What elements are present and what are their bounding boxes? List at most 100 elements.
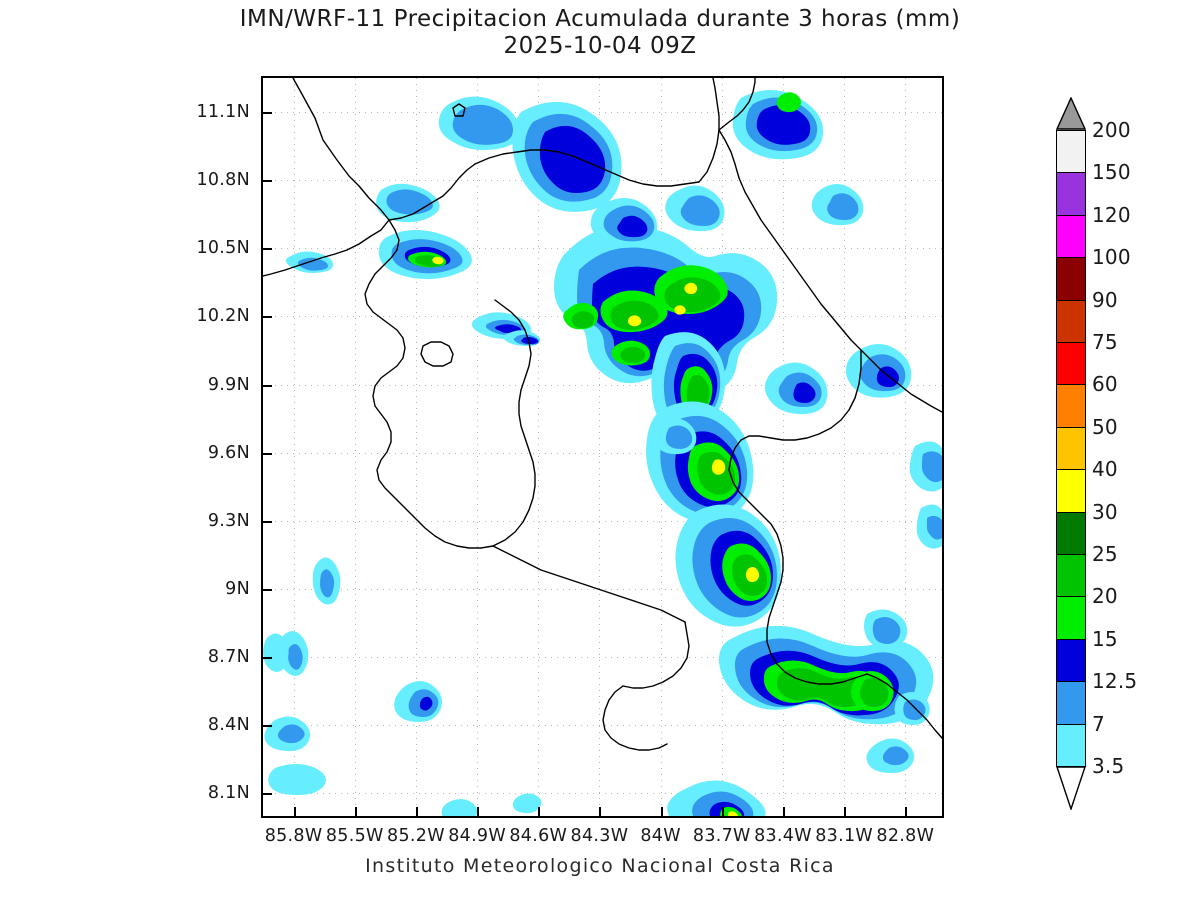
y-axis-tick-label: 9.9N xyxy=(207,374,250,395)
colorbar-band[interactable] xyxy=(1056,384,1086,429)
x-axis-tick xyxy=(905,807,908,816)
gridline-vertical xyxy=(599,78,601,816)
gridline-vertical xyxy=(782,78,784,816)
precip-contour-fills xyxy=(263,90,942,816)
colorbar-tick-label: 25 xyxy=(1092,542,1118,566)
colorbar-band[interactable] xyxy=(1056,214,1086,259)
precip-cell-east-edge xyxy=(866,441,942,774)
colorbar-band[interactable] xyxy=(1056,723,1086,768)
colorbar-band[interactable] xyxy=(1056,299,1086,344)
y-axis-tick-label: 10.2N xyxy=(196,306,250,327)
x-axis-tick-label: 85.5W xyxy=(325,826,384,846)
y-axis-tick xyxy=(263,793,272,796)
x-axis-tick xyxy=(599,807,602,816)
x-axis-tick xyxy=(477,807,480,816)
footer-credit: Instituto Meteorologico Nacional Costa R… xyxy=(365,855,835,877)
map-canvas xyxy=(263,78,942,816)
x-axis-tick-label: 84W xyxy=(640,826,681,846)
colorbar-tick-label: 15 xyxy=(1092,626,1118,651)
precipitation-contour-map xyxy=(263,78,942,816)
gridline-vertical xyxy=(905,78,907,816)
colorbar[interactable] xyxy=(1055,96,1087,812)
colorbar-band[interactable] xyxy=(1056,596,1086,641)
colorbar-tick-label: 100 xyxy=(1092,245,1131,270)
colorbar-band[interactable] xyxy=(1056,511,1086,556)
colorbar-arrow-high xyxy=(1055,96,1087,130)
x-axis-tick-label: 85.8W xyxy=(264,826,323,846)
colorbar-band[interactable] xyxy=(1056,257,1086,301)
gridline-vertical xyxy=(538,78,540,816)
precip-cell-guanacaste-n xyxy=(376,183,472,280)
colorbar-band[interactable] xyxy=(1056,426,1086,471)
y-axis-tick xyxy=(263,657,272,660)
gridline-horizontal xyxy=(263,657,942,659)
y-axis-tick-label: 8.4N xyxy=(207,715,250,736)
precip-cell-nw-chain xyxy=(285,251,541,346)
colorbar-tick-label: 75 xyxy=(1092,330,1118,354)
y-axis-tick-label: 11.1N xyxy=(196,102,250,123)
gridline-vertical xyxy=(477,78,479,816)
x-axis-tick xyxy=(782,807,785,816)
colorbar-band[interactable] xyxy=(1056,130,1086,174)
x-axis-tick-label: 82.8W xyxy=(876,826,935,846)
gridline-vertical xyxy=(293,78,295,816)
x-axis-tick-label: 84.9W xyxy=(448,826,506,846)
colorbar-band[interactable] xyxy=(1056,469,1086,513)
x-axis-tick xyxy=(538,807,541,816)
y-axis-tick-label: 9N xyxy=(225,578,250,599)
y-axis-tick xyxy=(263,520,272,523)
y-axis-tick xyxy=(263,452,272,455)
y-axis-tick xyxy=(263,316,272,319)
colorbar-band[interactable] xyxy=(1056,638,1086,683)
gridline-horizontal xyxy=(263,112,942,114)
page-title: IMN/WRF-11 Precipitacion Acumulada duran… xyxy=(239,6,961,32)
precip-cell-pacific-offshore xyxy=(263,557,542,816)
y-axis-tick-label: 8.1N xyxy=(207,783,250,804)
y-axis-tick xyxy=(263,248,272,251)
colorbar-arrow-low xyxy=(1056,766,1086,812)
colorbar-tick-label: 60 xyxy=(1092,372,1118,397)
y-axis-tick-label: 9.6N xyxy=(207,442,250,463)
x-axis-tick xyxy=(293,807,296,816)
chart-title-block: IMN/WRF-11 Precipitacion Acumulada duran… xyxy=(0,6,1200,60)
chart-subtitle: 2025-10-04 09Z xyxy=(503,33,697,59)
colorbar-band[interactable] xyxy=(1056,681,1086,725)
x-axis-tick-label: 85.2W xyxy=(387,826,445,846)
gridline-horizontal xyxy=(263,452,942,454)
precip-cell-caribbean-ne xyxy=(438,90,912,455)
gridline-horizontal xyxy=(263,520,942,522)
colorbar-band[interactable] xyxy=(1056,342,1086,386)
y-axis-tick xyxy=(263,725,272,728)
y-axis-tick xyxy=(263,112,272,115)
y-axis-tick xyxy=(263,384,272,387)
y-axis-tick xyxy=(263,180,272,183)
gridline-vertical xyxy=(354,78,356,816)
colorbar-tick-label: 30 xyxy=(1092,499,1118,524)
colorbar-tick-label: 20 xyxy=(1092,584,1118,609)
x-axis-tick xyxy=(660,807,663,816)
x-axis-tick xyxy=(721,807,724,816)
y-axis-tick-label: 10.5N xyxy=(196,238,250,259)
x-axis-tick-label: 83.7W xyxy=(692,826,751,846)
y-axis-ticks xyxy=(263,78,942,816)
colorbar-band[interactable] xyxy=(1056,554,1086,598)
colorbar-tick-label: 7 xyxy=(1092,711,1105,736)
gridline-horizontal xyxy=(263,588,942,590)
y-axis-tick-label: 9.3N xyxy=(207,510,250,531)
colorbar-tick-label: 120 xyxy=(1092,202,1131,227)
colorbar-tick-label: 40 xyxy=(1092,457,1118,482)
colorbar-tick-label: 50 xyxy=(1092,414,1118,439)
x-axis-ticks xyxy=(263,78,942,816)
precip-cell-talamanca xyxy=(675,504,781,627)
y-axis-tick-label: 10.8N xyxy=(196,170,250,191)
precip-cell-south xyxy=(667,780,766,816)
precip-cell-se-small xyxy=(864,609,930,725)
map-plot-area[interactable] xyxy=(261,76,944,818)
y-axis-tick-label: 8.7N xyxy=(207,647,250,668)
colorbar-tick-label: 150 xyxy=(1092,160,1131,185)
colorbar-tick-label: 90 xyxy=(1092,287,1118,312)
colorbar-band[interactable] xyxy=(1056,172,1086,217)
x-axis-tick-label: 84.6W xyxy=(509,826,568,846)
colorbar-tick-label: 12.5 xyxy=(1092,669,1138,694)
x-axis-tick-label: 84.3W xyxy=(570,826,629,846)
